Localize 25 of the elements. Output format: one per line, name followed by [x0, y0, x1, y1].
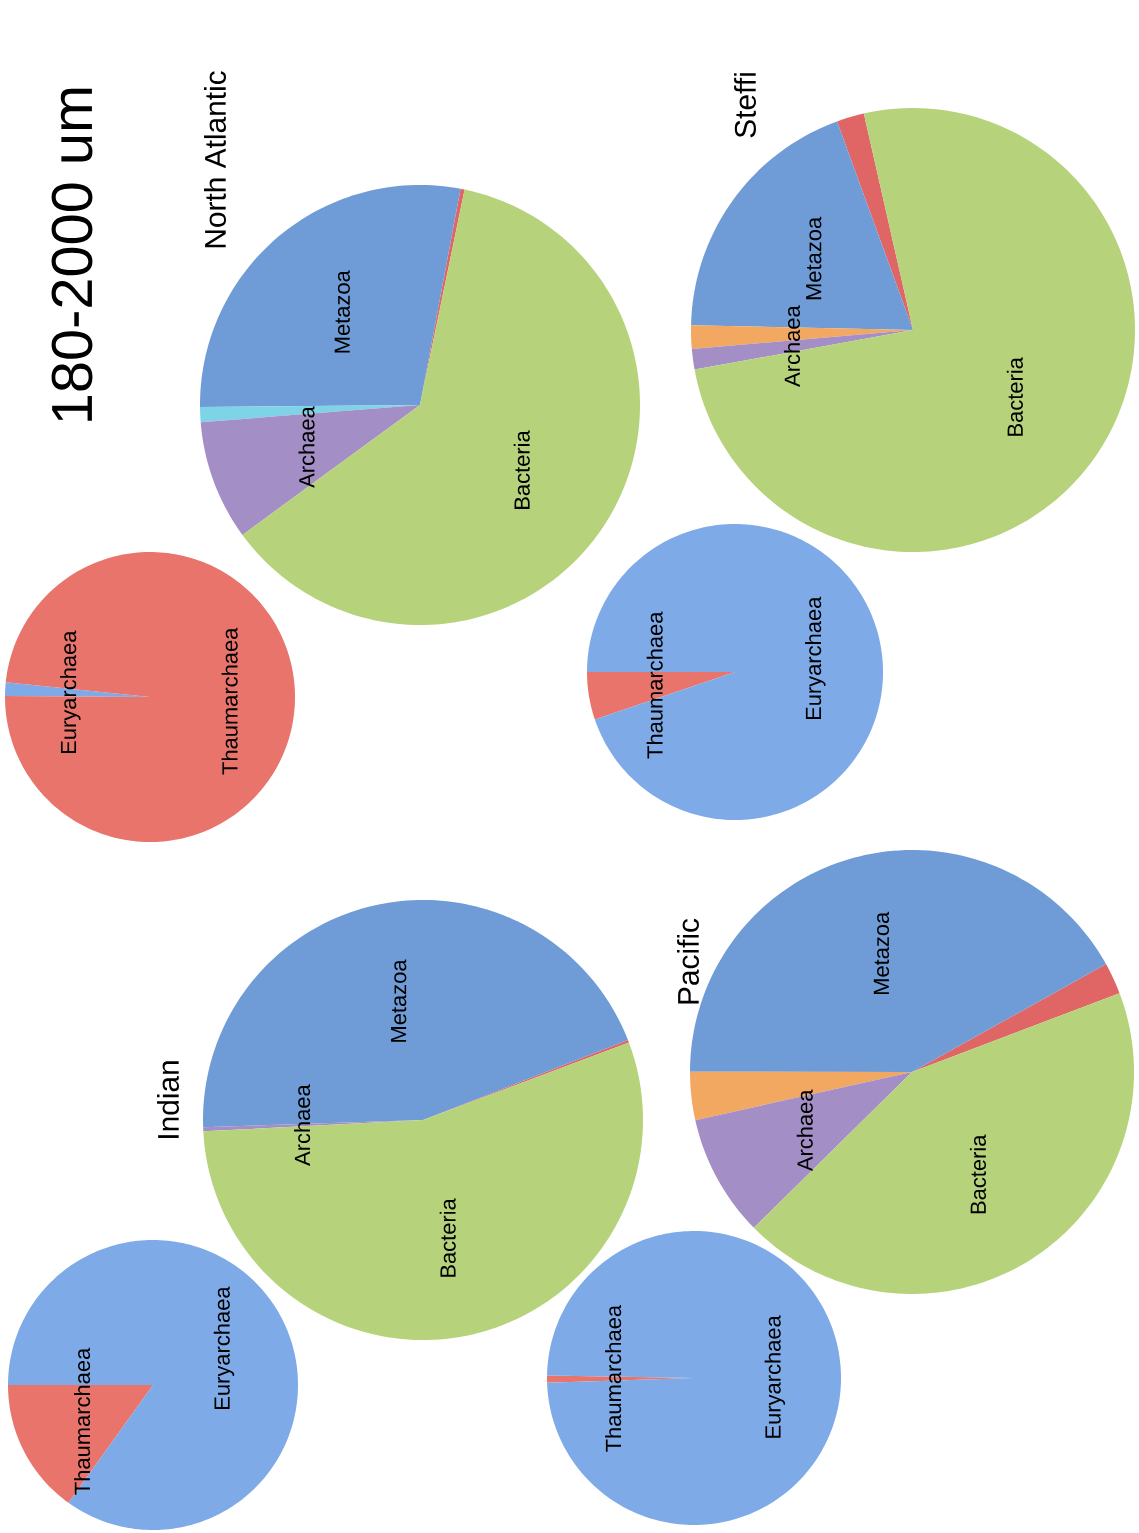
- slice-label: Bacteria: [1006, 357, 1023, 436]
- slice-label: Bacteria: [439, 1198, 456, 1277]
- slice-label: Bacteria: [513, 430, 530, 509]
- slice-label: Euryarchaea: [764, 1315, 786, 1438]
- slice-label: Euryarchaea: [60, 630, 81, 754]
- chart-title: North Atlantic: [204, 71, 226, 248]
- slice-label: Thaumarchaea: [605, 1304, 622, 1452]
- chart-title: Steffi: [734, 73, 756, 138]
- text: Indian: [157, 1061, 179, 1138]
- slice-label: Thaumarchaea: [646, 611, 663, 759]
- slice-label: Thaumarchaea: [74, 1347, 91, 1495]
- slice-label: Archaea: [294, 1084, 311, 1166]
- slice-label: Euryarchaea: [213, 1286, 235, 1409]
- text: Pacific: [677, 918, 699, 1004]
- slice-label: Archaea: [796, 1089, 813, 1172]
- slice-label: Metazoa: [873, 911, 890, 995]
- slice-label: Bacteria: [969, 1134, 986, 1214]
- slice-label: Euryarchaea: [805, 596, 826, 720]
- slice-label: Archaea: [783, 305, 801, 387]
- slice-label: Metazoa: [391, 959, 407, 1042]
- slice-label: Metazoa: [334, 270, 350, 353]
- slice-label: Metazoa: [806, 216, 822, 300]
- slice-label: Thaumarchaea: [221, 627, 238, 775]
- text: 180-2000 um: [51, 88, 93, 421]
- slice-label: Archaea: [298, 406, 315, 488]
